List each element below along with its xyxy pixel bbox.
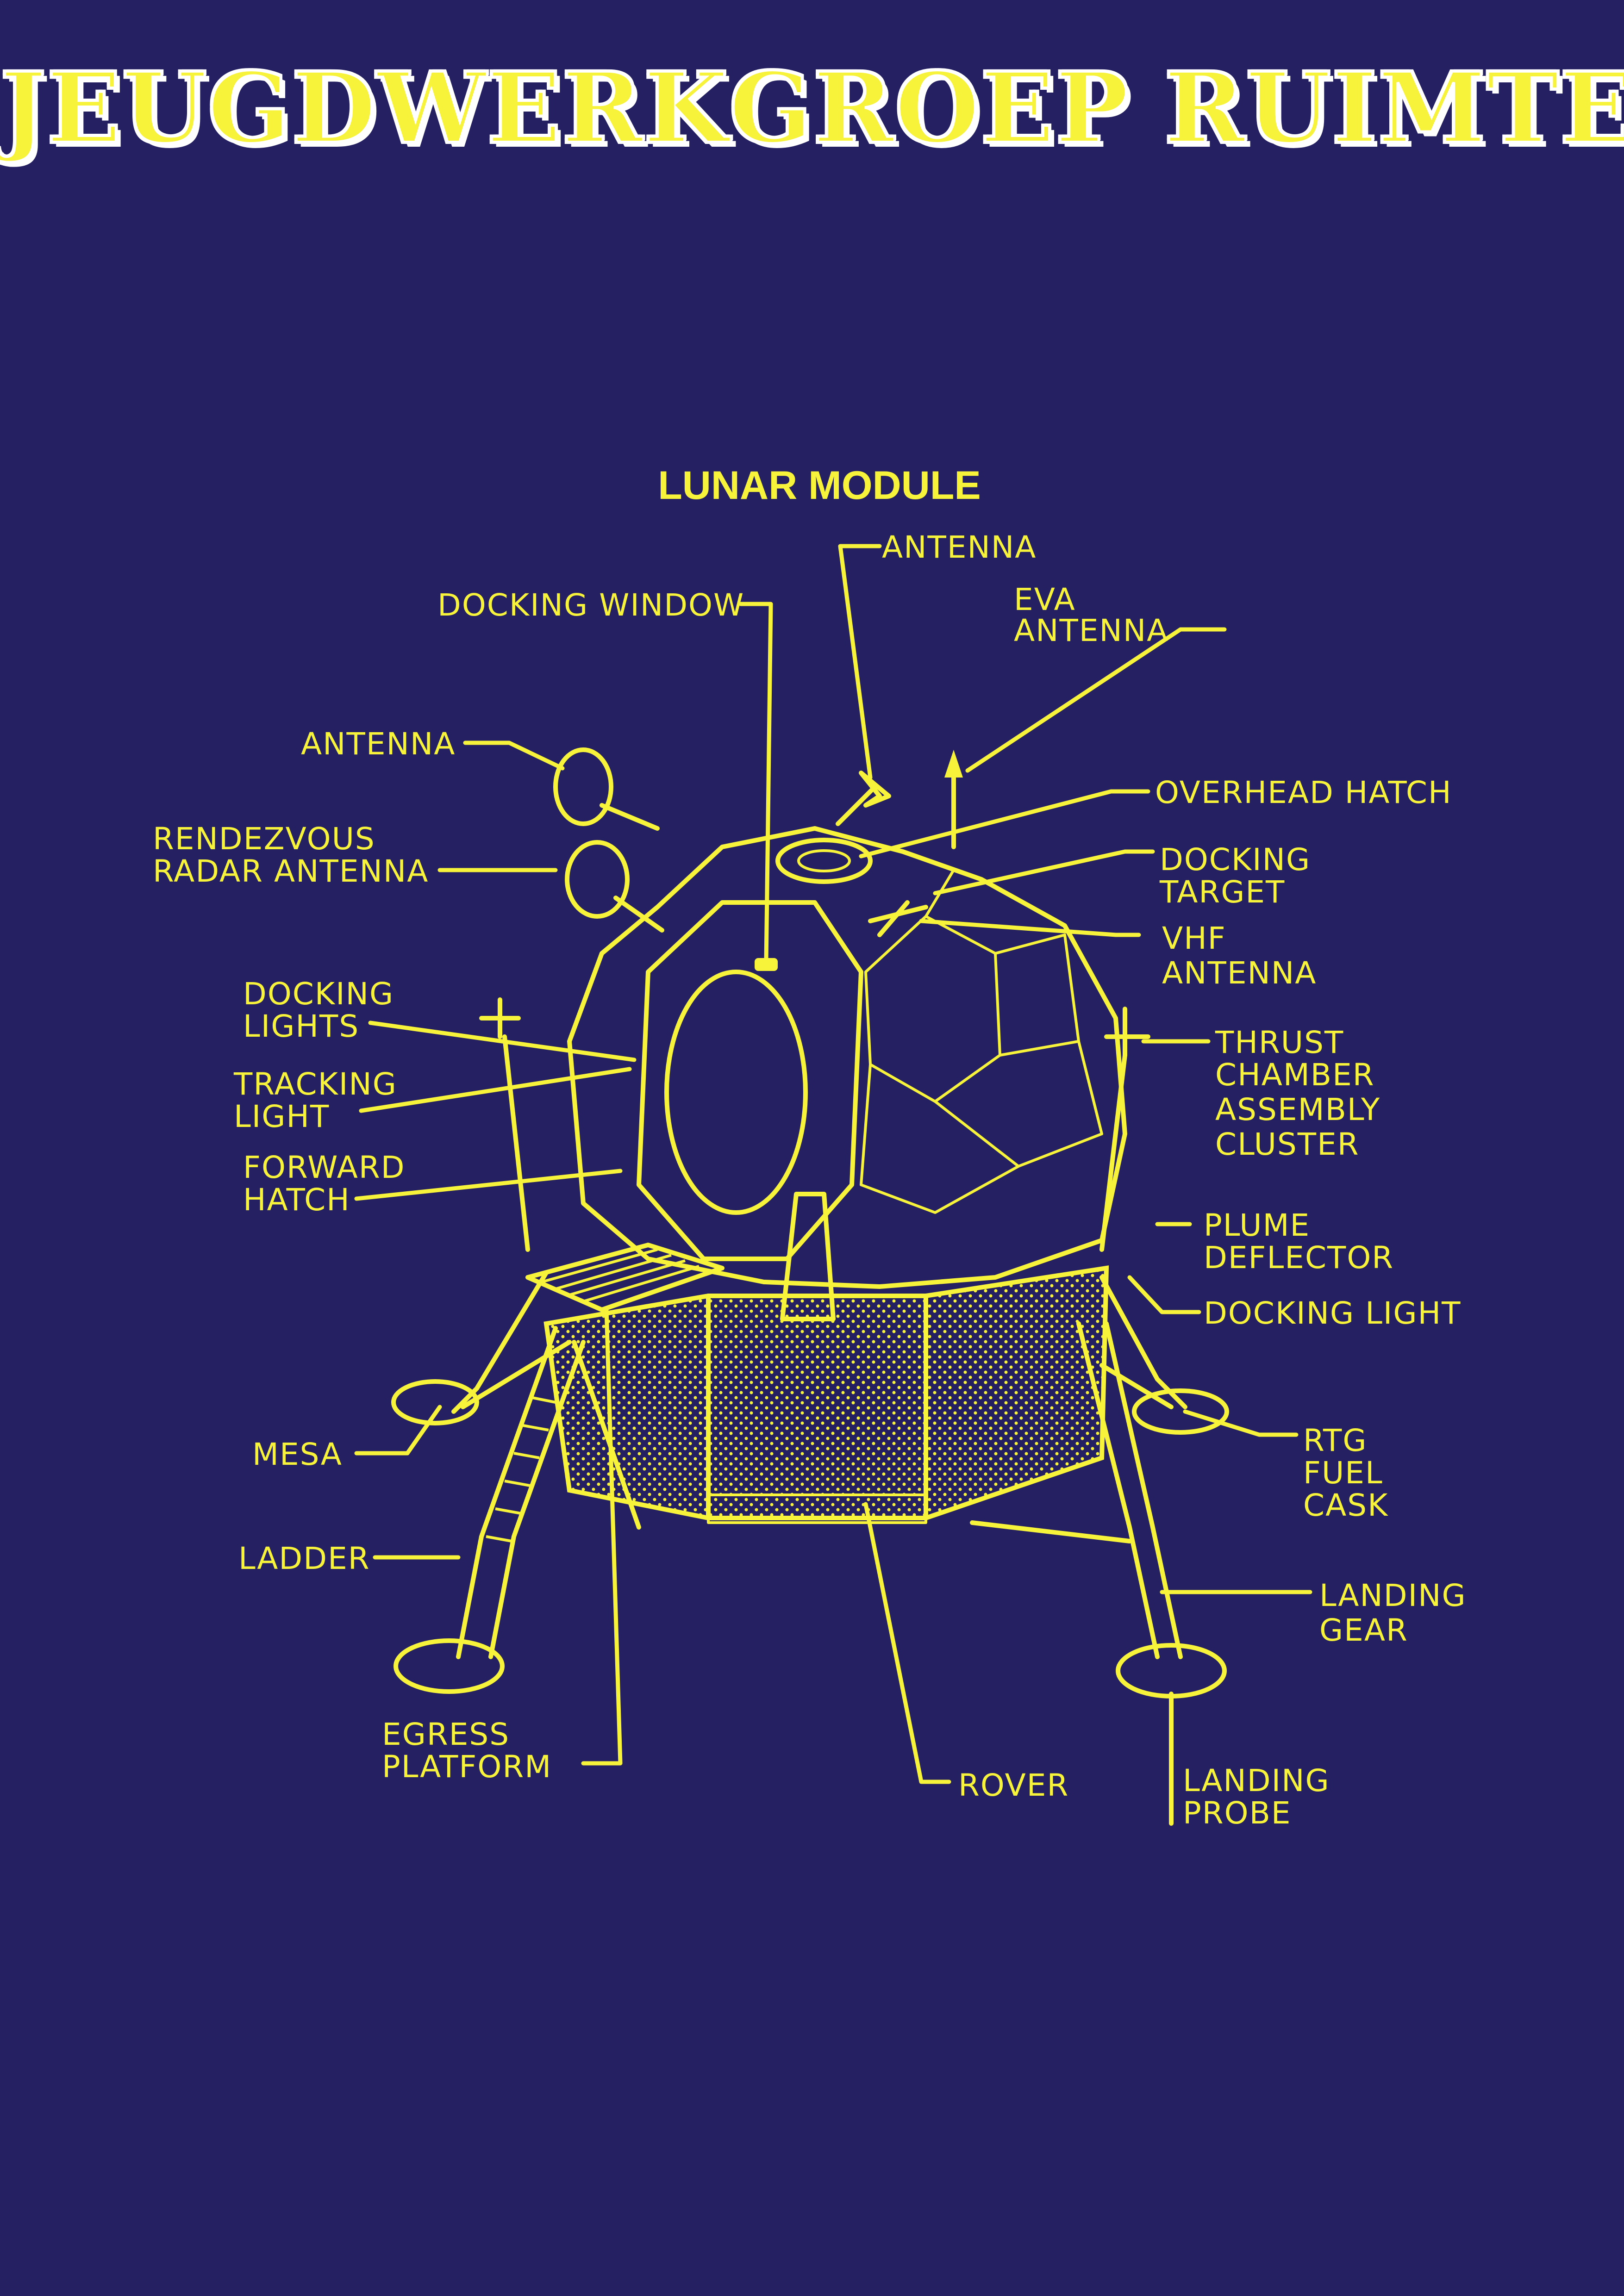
label-plume-1: PLUME — [1204, 1207, 1310, 1243]
label-forward-1: FORWARD — [243, 1150, 406, 1185]
label-rendezvous-2: RADAR ANTENNA — [153, 853, 429, 889]
label-eva-antenna-2: ANTENNA — [1014, 613, 1168, 648]
label-rtg-1: RTG — [1303, 1423, 1368, 1458]
labels: ANTENNA DOCKING WINDOW EVA ANTENNA ANTEN… — [153, 529, 1467, 1831]
label-tracking-2: LIGHT — [234, 1099, 330, 1134]
label-thrust-1: THRUST — [1215, 1025, 1344, 1060]
label-landing-probe-2: PROBE — [1183, 1795, 1292, 1831]
label-docking-light: DOCKING LIGHT — [1204, 1295, 1461, 1331]
s-band-antenna-dish — [553, 747, 613, 826]
banner-title: JEUGDWERKGROEP RUIMTEVAART — [0, 50, 1624, 167]
descent-stage — [543, 1265, 1109, 1520]
label-landing-gear-1: LANDING — [1319, 1578, 1467, 1613]
ladder-rungs — [486, 1396, 556, 1543]
rendezvous-radar-dish — [565, 840, 630, 919]
label-vhf-1: VHF — [1162, 921, 1226, 956]
label-rover: ROVER — [958, 1767, 1069, 1803]
label-docking-lights-1: DOCKING — [243, 976, 394, 1012]
footpad-front-right — [1116, 1643, 1227, 1699]
label-eva-antenna-1: EVA — [1014, 582, 1076, 617]
label-antenna-left: ANTENNA — [301, 726, 456, 762]
label-docking-window: DOCKING WINDOW — [437, 587, 744, 623]
diagram-title: LUNAR MODULE — [658, 463, 981, 508]
overhead-hatch-shape — [775, 838, 873, 884]
label-mesa: MESA — [252, 1437, 343, 1472]
label-thrust-2: CHAMBER — [1215, 1057, 1375, 1093]
label-overhead-hatch: OVERHEAD HATCH — [1155, 775, 1452, 810]
label-thrust-3: ASSEMBLY — [1215, 1092, 1380, 1127]
label-docking-lights-2: LIGHTS — [243, 1008, 359, 1044]
label-thrust-4: CLUSTER — [1215, 1126, 1360, 1162]
label-rtg-2: FUEL — [1303, 1455, 1383, 1491]
label-docking-target-2: TARGET — [1159, 874, 1285, 910]
label-egress-1: EGRESS — [382, 1717, 510, 1752]
label-landing-gear-2: GEAR — [1319, 1612, 1408, 1648]
label-tracking-1: TRACKING — [233, 1066, 397, 1102]
label-plume-2: DEFLECTOR — [1204, 1240, 1394, 1276]
ascent-stage — [567, 826, 1127, 1289]
thruster-quads — [479, 997, 1150, 1252]
lunar-module-drawing — [391, 747, 1229, 1826]
landing-legs — [391, 1270, 1229, 1826]
label-antenna-top: ANTENNA — [882, 529, 1037, 565]
footpad-front-left — [394, 1638, 505, 1694]
label-egress-2: PLATFORM — [382, 1749, 552, 1785]
label-landing-probe-1: LANDING — [1183, 1763, 1330, 1798]
label-vhf-2: ANTENNA — [1162, 955, 1317, 991]
leader-lines — [354, 544, 1312, 1826]
label-ladder: LADDER — [238, 1541, 370, 1576]
label-rtg-3: CASK — [1303, 1487, 1388, 1523]
label-rendezvous-1: RENDEZVOUS — [153, 821, 375, 857]
egress-platform-shape — [525, 1243, 725, 1312]
label-forward-2: HATCH — [243, 1182, 350, 1218]
label-docking-target-1: DOCKING — [1160, 842, 1311, 877]
